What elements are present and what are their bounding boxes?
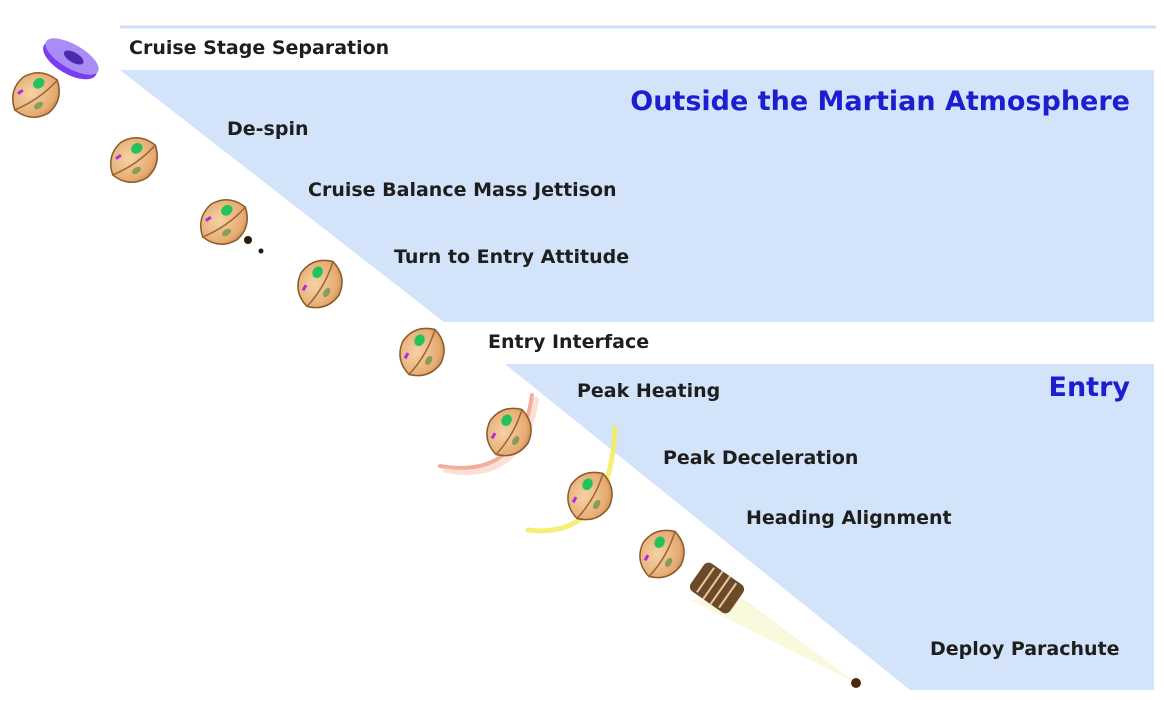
event-label-entry-interface: Entry Interface: [488, 331, 650, 353]
heating-glow-halo: [443, 397, 539, 475]
event-label-peak-heating: Peak Heating: [577, 380, 721, 402]
balance-mass-icon: [244, 236, 252, 244]
event-label-turn-to-entry-attitude: Turn to Entry Attitude: [394, 246, 630, 268]
capsule-icon-entry-interface: [399, 327, 445, 377]
capsule-icon-de-spin-2: [110, 137, 158, 183]
heading-entry: Entry: [1048, 372, 1131, 403]
capsule-icon-heading-alignment: [639, 529, 685, 579]
capsule-icon-peak-heating: [486, 407, 532, 457]
event-label-de-spin: De-spin: [227, 118, 309, 140]
capsule-icon-balance-mass-jettison: [200, 199, 248, 245]
parachute-beam-lower: [690, 600, 858, 684]
balance-mass-icon-2: [258, 248, 264, 254]
outside-atmosphere-panel: [120, 70, 1154, 322]
lander-payload-dot: [851, 678, 861, 688]
cruise-stage-icon: [43, 38, 99, 80]
capsule-icon-turn-to-entry-attitude: [297, 259, 343, 309]
capsule-icon-de-spin: [12, 72, 60, 118]
event-label-deploy-parachute: Deploy Parachute: [930, 638, 1120, 660]
event-label-peak-deceleration: Peak Deceleration: [663, 447, 859, 469]
parachute-canopy-icon: [689, 562, 745, 614]
capsule-icon-peak-deceleration: [567, 471, 613, 521]
heading-outside-atmosphere: Outside the Martian Atmosphere: [630, 86, 1130, 117]
entry-panel: [505, 364, 1154, 690]
event-label-heading-alignment: Heading Alignment: [746, 507, 952, 529]
event-label-cruise-balance-mass-jettison: Cruise Balance Mass Jettison: [308, 179, 617, 201]
event-label-cruise-stage-separation: Cruise Stage Separation: [129, 37, 390, 59]
